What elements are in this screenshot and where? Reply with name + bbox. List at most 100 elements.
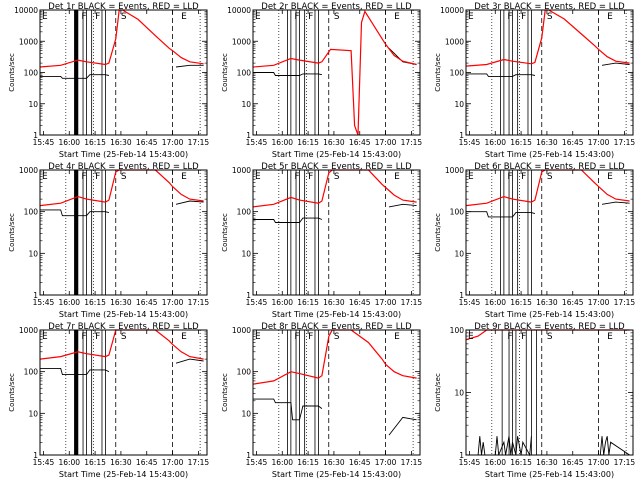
x-tick-label: 17:00 bbox=[375, 138, 397, 147]
marker-label: F bbox=[95, 172, 100, 182]
marker-label: E bbox=[607, 12, 613, 22]
panel-det-2: Det 2r BLACK = Events, RED = LLD Start Ti… bbox=[221, 2, 422, 159]
x-tick-label: 15:45 bbox=[459, 298, 481, 307]
marker-label: F bbox=[81, 332, 86, 342]
x-tick-label: 17:00 bbox=[162, 458, 184, 467]
marker-label: E bbox=[255, 12, 261, 22]
y-tick-label: 100 bbox=[24, 208, 39, 217]
marker-label: F bbox=[308, 172, 313, 182]
y-axis-label: Counts/sec bbox=[434, 213, 442, 252]
chart-title: Det 9r BLACK = Events, RED = LLD bbox=[474, 322, 625, 332]
marker-label: E bbox=[42, 172, 48, 182]
plot-frame bbox=[252, 329, 421, 456]
chart-title: Det 6r BLACK = Events, RED = LLD bbox=[474, 162, 625, 172]
x-tick-label: 17:15 bbox=[188, 298, 210, 307]
x-tick-label: 16:00 bbox=[271, 138, 293, 147]
y-tick-label: 100 bbox=[237, 69, 252, 78]
y-tick-label: 1 bbox=[246, 291, 251, 300]
panel-det-5: Det 5r BLACK = Events, RED = LLD Start Ti… bbox=[221, 162, 422, 319]
x-tick-label: 17:00 bbox=[588, 138, 610, 147]
y-axis-label: Counts/sec bbox=[221, 213, 229, 252]
y-tick-label: 1000 bbox=[19, 166, 38, 175]
x-tick-label: 15:45 bbox=[33, 298, 55, 307]
marker-label: S bbox=[121, 332, 127, 342]
panel-det-1: Det 1r BLACK = Events, RED = LLD Start Ti… bbox=[8, 2, 209, 159]
events-series-line bbox=[40, 358, 204, 376]
y-axis-label: Counts/sec bbox=[8, 53, 16, 92]
y-axis-label: Counts/sec bbox=[8, 213, 16, 252]
marker-label: F bbox=[507, 172, 512, 182]
x-tick-label: 16:00 bbox=[271, 458, 293, 467]
panel-det-6: Det 6r BLACK = Events, RED = LLD Start Ti… bbox=[434, 162, 635, 319]
x-tick-label: 16:00 bbox=[484, 138, 506, 147]
x-tick-label: 16:30 bbox=[536, 138, 558, 147]
events-series-line bbox=[40, 64, 204, 79]
marker-label: S bbox=[547, 172, 553, 182]
marker-label: S bbox=[334, 12, 340, 22]
y-tick-label: 1000 bbox=[19, 326, 38, 335]
x-tick-label: 17:00 bbox=[588, 298, 610, 307]
x-tick-label: 15:45 bbox=[246, 138, 268, 147]
x-tick-label: 15:45 bbox=[246, 298, 268, 307]
x-tick-label: 16:30 bbox=[536, 458, 558, 467]
x-axis-label: Start Time (25-Feb-14 15:43:00) bbox=[485, 310, 614, 319]
x-tick-label: 17:15 bbox=[614, 138, 636, 147]
marker-label: F bbox=[521, 172, 526, 182]
x-tick-label: 16:00 bbox=[58, 138, 80, 147]
x-tick-label: 17:00 bbox=[162, 138, 184, 147]
plot-frame bbox=[252, 169, 421, 296]
marker-label: E bbox=[255, 332, 261, 342]
y-tick-label: 10 bbox=[454, 389, 464, 398]
marker-label: F bbox=[521, 12, 526, 22]
y-tick-label: 1000 bbox=[232, 37, 251, 46]
y-tick-label: 10000 bbox=[440, 6, 464, 15]
x-tick-label: 17:00 bbox=[375, 298, 397, 307]
marker-label: F bbox=[95, 332, 100, 342]
y-axis-label: Counts/sec bbox=[221, 373, 229, 412]
marker-label: E bbox=[607, 332, 613, 342]
x-tick-label: 17:15 bbox=[614, 298, 636, 307]
marker-label: E bbox=[394, 172, 400, 182]
y-axis-label: Counts/sec bbox=[434, 53, 442, 92]
x-tick-label: 16:45 bbox=[562, 298, 584, 307]
x-tick-label: 16:30 bbox=[323, 138, 345, 147]
marker-label: S bbox=[121, 172, 127, 182]
marker-label: F bbox=[81, 172, 86, 182]
panel-det-7: Det 7r BLACK = Events, RED = LLD Start Ti… bbox=[8, 322, 209, 479]
marker-label: F bbox=[507, 332, 512, 342]
panel-det-9: Det 9r BLACK = Events, RED = LLD Start Ti… bbox=[434, 322, 635, 479]
marker-label: F bbox=[294, 172, 299, 182]
x-axis-label: Start Time (25-Feb-14 15:43:00) bbox=[59, 150, 188, 159]
marker-label: F bbox=[308, 12, 313, 22]
plot-frame bbox=[465, 169, 634, 296]
y-axis-label: Counts/sec bbox=[434, 373, 442, 412]
marker-label: F bbox=[308, 332, 313, 342]
events-series-line bbox=[40, 200, 204, 217]
marker-label: E bbox=[607, 172, 613, 182]
x-tick-label: 16:15 bbox=[510, 458, 532, 467]
y-tick-label: 10 bbox=[454, 249, 464, 258]
x-tick-label: 16:45 bbox=[562, 138, 584, 147]
chart-title: Det 7r BLACK = Events, RED = LLD bbox=[48, 322, 199, 332]
y-tick-label: 100 bbox=[237, 368, 252, 377]
x-tick-label: 15:45 bbox=[246, 458, 268, 467]
chart-title: Det 2r BLACK = Events, RED = LLD bbox=[261, 2, 412, 12]
marker-label: F bbox=[294, 332, 299, 342]
x-tick-label: 16:00 bbox=[58, 298, 80, 307]
y-tick-label: 1000 bbox=[445, 166, 464, 175]
plot-frame bbox=[465, 9, 634, 136]
events-series-line bbox=[466, 62, 630, 77]
x-tick-label: 16:45 bbox=[562, 458, 584, 467]
y-tick-label: 100 bbox=[450, 69, 465, 78]
y-tick-label: 1000 bbox=[232, 166, 251, 175]
marker-label: E bbox=[394, 332, 400, 342]
y-tick-label: 1 bbox=[246, 451, 251, 460]
marker-label: S bbox=[547, 12, 553, 22]
marker-label: F bbox=[81, 12, 86, 22]
x-tick-label: 17:15 bbox=[188, 138, 210, 147]
plot-frame bbox=[39, 9, 208, 136]
panel-det-3: Det 3r BLACK = Events, RED = LLD Start Ti… bbox=[434, 2, 635, 159]
marker-label: E bbox=[181, 332, 187, 342]
x-tick-label: 16:15 bbox=[297, 458, 319, 467]
x-axis-label: Start Time (25-Feb-14 15:43:00) bbox=[485, 470, 614, 479]
